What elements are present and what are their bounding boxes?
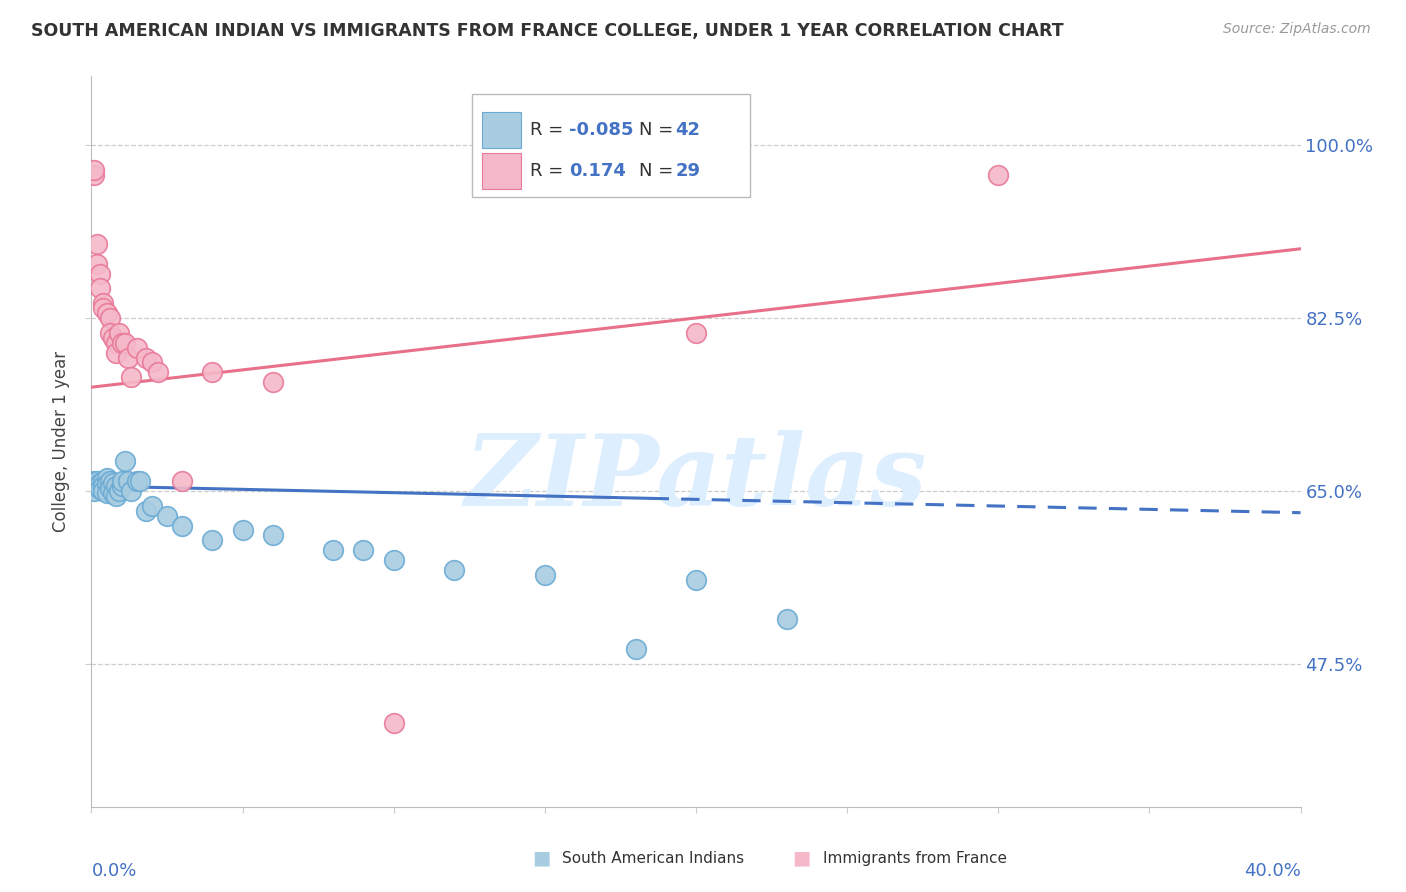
- Point: [533, 568, 555, 582]
- Point: [120, 483, 142, 498]
- Point: [125, 341, 148, 355]
- Point: [125, 474, 148, 488]
- Point: [141, 355, 163, 369]
- Point: [114, 454, 136, 468]
- Point: [89, 267, 111, 281]
- FancyBboxPatch shape: [472, 95, 751, 196]
- Point: [93, 483, 115, 498]
- Point: [89, 281, 111, 295]
- Point: [93, 479, 115, 493]
- Point: [382, 553, 405, 567]
- Point: [685, 326, 707, 340]
- Point: [101, 486, 124, 500]
- Text: 0.0%: 0.0%: [91, 862, 136, 880]
- Point: [101, 476, 124, 491]
- Text: SOUTH AMERICAN INDIAN VS IMMIGRANTS FROM FRANCE COLLEGE, UNDER 1 YEAR CORRELATIO: SOUTH AMERICAN INDIAN VS IMMIGRANTS FROM…: [31, 22, 1063, 40]
- Point: [93, 474, 115, 488]
- Point: [86, 479, 108, 493]
- Text: N =: N =: [640, 121, 679, 139]
- Point: [172, 474, 194, 488]
- Point: [98, 310, 121, 325]
- Point: [86, 236, 108, 251]
- Point: [83, 168, 105, 182]
- Point: [89, 482, 111, 496]
- Point: [83, 483, 105, 498]
- Text: ZIPatlas: ZIPatlas: [465, 430, 927, 526]
- Point: [352, 543, 374, 558]
- Text: 42: 42: [675, 121, 700, 139]
- Text: N =: N =: [640, 162, 679, 180]
- Y-axis label: College, Under 1 year: College, Under 1 year: [52, 351, 70, 533]
- Text: South American Indians: South American Indians: [562, 851, 745, 865]
- Point: [201, 365, 224, 379]
- Point: [86, 474, 108, 488]
- Point: [98, 481, 121, 495]
- Point: [111, 474, 132, 488]
- Point: [156, 508, 179, 523]
- Point: [96, 306, 118, 320]
- Point: [83, 479, 105, 493]
- Point: [624, 642, 647, 657]
- Point: [172, 518, 194, 533]
- Point: [135, 504, 157, 518]
- Point: [104, 479, 127, 493]
- Point: [262, 376, 284, 390]
- Point: [117, 474, 139, 488]
- Text: 40.0%: 40.0%: [1244, 862, 1301, 880]
- Text: 0.174: 0.174: [569, 162, 626, 180]
- Point: [98, 474, 121, 488]
- Point: [776, 612, 799, 626]
- Text: ■: ■: [792, 848, 811, 868]
- Point: [135, 351, 157, 365]
- Point: [83, 474, 105, 488]
- Point: [93, 301, 115, 315]
- Point: [382, 716, 405, 731]
- Point: [146, 365, 169, 379]
- FancyBboxPatch shape: [482, 153, 520, 189]
- Text: ■: ■: [531, 848, 551, 868]
- Point: [104, 335, 127, 350]
- Point: [104, 489, 127, 503]
- Point: [120, 370, 142, 384]
- Point: [96, 477, 118, 491]
- Point: [93, 296, 115, 310]
- Text: 29: 29: [675, 162, 700, 180]
- Point: [117, 351, 139, 365]
- Point: [262, 528, 284, 542]
- Point: [231, 524, 253, 538]
- Point: [685, 573, 707, 587]
- Text: R =: R =: [530, 162, 569, 180]
- Point: [987, 168, 1010, 182]
- Point: [114, 335, 136, 350]
- Point: [83, 162, 105, 177]
- FancyBboxPatch shape: [482, 112, 520, 148]
- Point: [96, 486, 118, 500]
- Point: [322, 543, 344, 558]
- Text: -0.085: -0.085: [569, 121, 634, 139]
- Text: R =: R =: [530, 121, 569, 139]
- Point: [104, 345, 127, 359]
- Point: [443, 563, 465, 577]
- Point: [128, 474, 150, 488]
- Point: [141, 499, 163, 513]
- Text: Source: ZipAtlas.com: Source: ZipAtlas.com: [1223, 22, 1371, 37]
- Point: [89, 476, 111, 491]
- Point: [96, 471, 118, 485]
- Point: [107, 326, 129, 340]
- Point: [111, 335, 132, 350]
- Point: [111, 479, 132, 493]
- Text: Immigrants from France: Immigrants from France: [823, 851, 1007, 865]
- Point: [107, 483, 129, 498]
- Point: [98, 326, 121, 340]
- Point: [86, 257, 108, 271]
- Point: [201, 533, 224, 548]
- Point: [101, 331, 124, 345]
